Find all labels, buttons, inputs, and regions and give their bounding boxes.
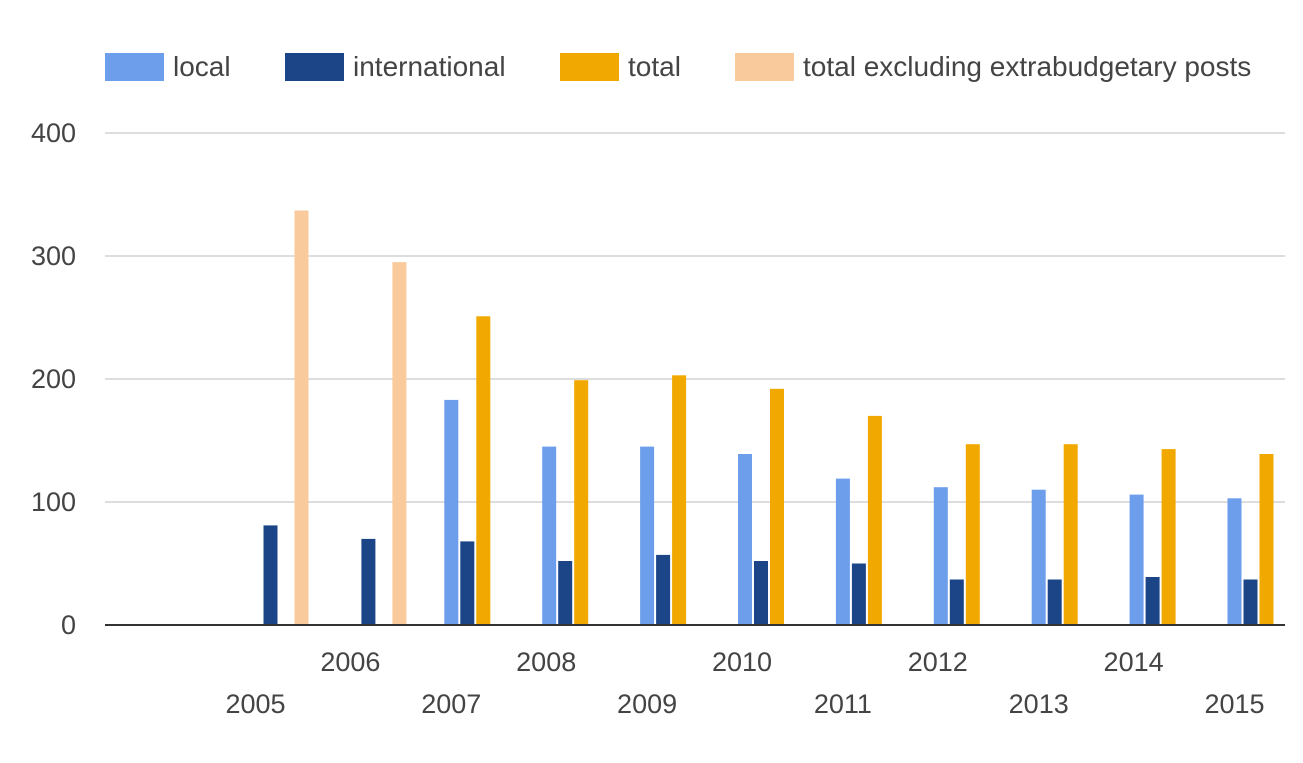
bar-total-excluding-extrabudgetary-posts-2005 — [294, 210, 309, 625]
bar-total-2013 — [1063, 444, 1078, 625]
x-tick-label-2006: 2006 — [320, 647, 380, 677]
legend-label-total-excluding-extrabudgetary-posts: total excluding extrabudgetary posts — [803, 51, 1251, 82]
bar-total-2007 — [476, 316, 491, 625]
bar-local-2011 — [835, 478, 850, 625]
legend-label-international: international — [353, 51, 506, 82]
legend-swatch-total — [560, 53, 619, 81]
legend-swatch-international — [285, 53, 344, 81]
bar-international-2013 — [1047, 579, 1062, 625]
legend-swatch-local — [105, 53, 164, 81]
y-tick-label-100: 100 — [31, 487, 76, 517]
bar-total-2012 — [965, 444, 980, 625]
x-tick-label-2005: 2005 — [225, 689, 285, 719]
axes: 0 100 200 300 400 2005 2006 2007 2008 2009 2010 201… — [31, 118, 1285, 719]
x-tick-label-2014: 2014 — [1104, 647, 1164, 677]
x-tick-label-2007: 2007 — [421, 689, 481, 719]
bar-local-2009 — [640, 446, 655, 625]
bar-local-2007 — [444, 399, 459, 625]
x-tick-label-2015: 2015 — [1204, 689, 1264, 719]
bar-local-2014 — [1129, 494, 1144, 625]
gridlines — [105, 132, 1285, 503]
bar-local-2012 — [933, 487, 948, 625]
bar-total-2015 — [1259, 454, 1274, 625]
bar-local-2015 — [1227, 498, 1242, 625]
legend-swatch-total-excluding-extrabudgetary-posts — [735, 53, 794, 81]
bar-total-2008 — [574, 380, 589, 625]
x-tick-label-2008: 2008 — [516, 647, 576, 677]
x-tick-label-2013: 2013 — [1009, 689, 1069, 719]
bar-international-2007 — [460, 541, 475, 625]
y-tick-label-200: 200 — [31, 364, 76, 394]
legend-label-total: total — [628, 51, 681, 82]
y-tick-label-0: 0 — [61, 610, 76, 640]
x-tick-label-2010: 2010 — [712, 647, 772, 677]
bar-international-2015 — [1243, 579, 1258, 625]
bar-total-2010 — [770, 388, 784, 625]
x-tick-label-2011: 2011 — [814, 689, 872, 719]
bar-international-2012 — [949, 579, 964, 625]
bar-local-2010 — [738, 454, 752, 625]
bar-total-excluding-extrabudgetary-posts-2006 — [392, 262, 407, 625]
y-tick-label-300: 300 — [31, 241, 76, 271]
legend-label-local: local — [173, 51, 231, 82]
bar-local-2008 — [542, 446, 557, 625]
bar-international-2010 — [754, 561, 768, 625]
bars — [263, 210, 1274, 625]
legend: local international total total excluding e… — [105, 51, 1251, 82]
x-tick-label-2012: 2012 — [908, 647, 968, 677]
bar-international-2009 — [656, 554, 671, 625]
bar-international-2008 — [558, 561, 573, 625]
bar-total-2009 — [672, 375, 687, 625]
x-tick-label-2009: 2009 — [617, 689, 677, 719]
bar-international-2005 — [263, 525, 278, 625]
bar-total-2011 — [867, 415, 882, 625]
bar-total-2014 — [1161, 449, 1176, 625]
bar-international-2014 — [1145, 577, 1160, 625]
bar-international-2011 — [851, 563, 866, 625]
bar-international-2006 — [361, 538, 376, 625]
bar-local-2013 — [1031, 489, 1046, 625]
y-tick-label-400: 400 — [31, 118, 76, 148]
